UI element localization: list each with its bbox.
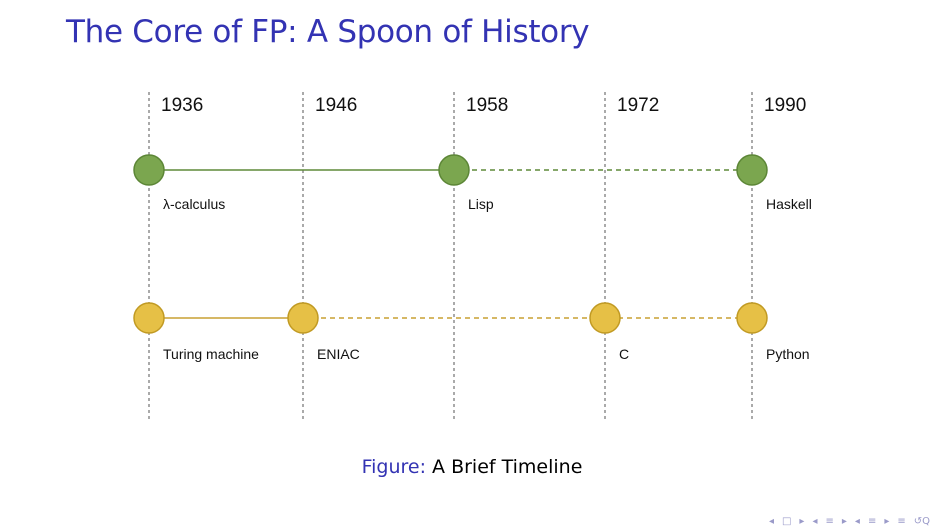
imperative-event-label: Python: [766, 346, 810, 362]
imperative-event-label: C: [619, 346, 629, 362]
nav-next-subsection-icon[interactable]: ▸: [884, 516, 890, 527]
beamer-navigation: ◂ □ ▸ ◂ ≡ ▸ ◂ ≡ ▸ ≡ ↺Q: [769, 516, 930, 527]
fp-event-label: Lisp: [468, 196, 494, 212]
nav-next-section-icon[interactable]: ▸: [841, 516, 847, 527]
year-label: 1936: [161, 95, 203, 116]
nav-prev-section-icon[interactable]: ◂: [812, 516, 818, 527]
fp-event-node: [133, 154, 165, 186]
year-label: 1946: [315, 95, 357, 116]
imperative-event-node: [589, 302, 621, 334]
timeline-diagram: 1936 1946 1958 1972 1990 λ-calculus Lisp Haskel…: [133, 92, 812, 420]
figure-caption-text: A Brief Timeline: [432, 456, 583, 478]
figure-caption: Figure: A Brief Timeline: [0, 456, 944, 478]
nav-prev-subsection-icon[interactable]: ◂: [854, 516, 860, 527]
fp-event-label: Haskell: [766, 196, 812, 212]
year-label: 1990: [764, 95, 806, 116]
slide-title: The Core of FP: A Spoon of History: [66, 14, 590, 50]
year-label: 1958: [466, 95, 508, 116]
fp-event-node: [438, 154, 470, 186]
nav-search-icon[interactable]: ↺Q: [913, 516, 930, 527]
imperative-event-node: [287, 302, 319, 334]
figure-caption-prefix: Figure:: [361, 456, 426, 478]
nav-subsection-icon[interactable]: ≡: [867, 516, 877, 527]
imperative-event-node: [736, 302, 768, 334]
nav-align-icon[interactable]: ≡: [897, 516, 906, 527]
fp-event-label: λ-calculus: [163, 196, 225, 212]
nav-frame-icon[interactable]: □: [781, 516, 792, 527]
fp-event-node: [736, 154, 768, 186]
year-label: 1972: [617, 95, 659, 116]
nav-next-frame-icon[interactable]: ▸: [799, 516, 805, 527]
imperative-event-node: [133, 302, 165, 334]
nav-section-icon[interactable]: ≡: [825, 516, 834, 527]
imperative-event-label: ENIAC: [317, 346, 360, 362]
imperative-event-label: Turing machine: [163, 346, 259, 362]
nav-prev-frame-icon[interactable]: ◂: [768, 516, 774, 527]
